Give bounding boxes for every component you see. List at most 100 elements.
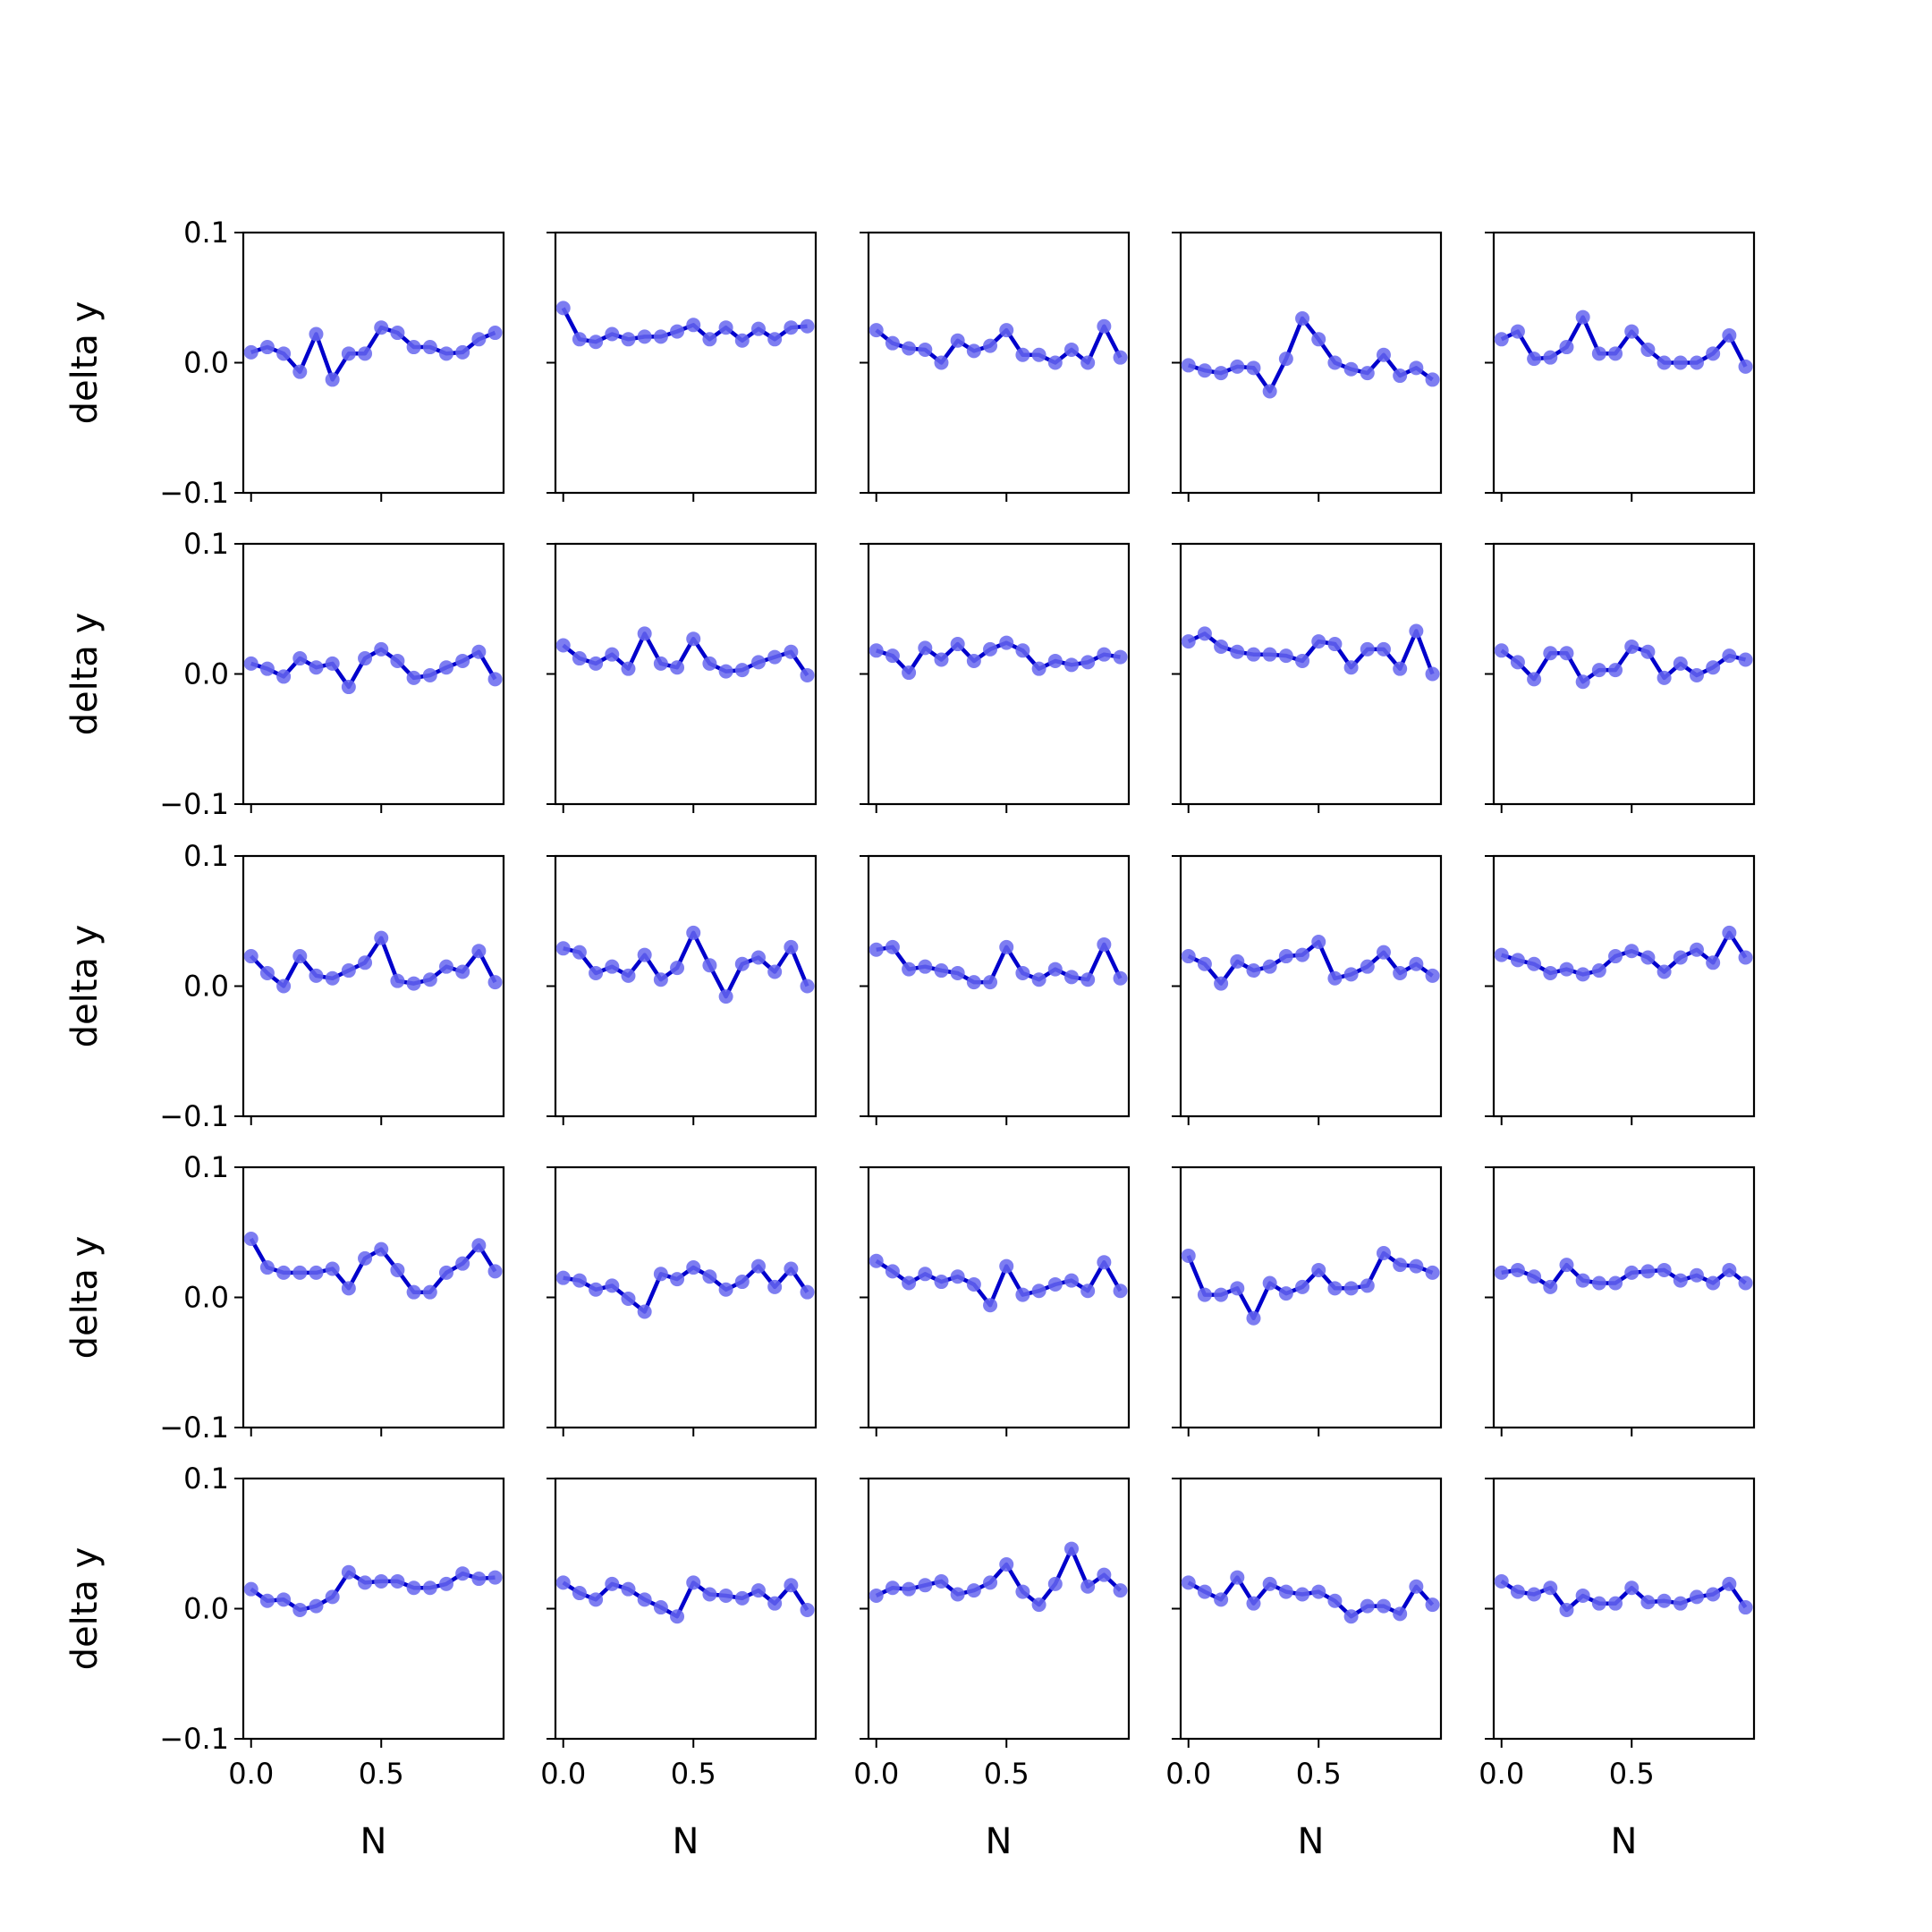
data-point xyxy=(1262,959,1277,974)
data-point xyxy=(1230,359,1245,374)
data-point xyxy=(341,346,356,361)
data-point xyxy=(455,653,470,668)
data-point xyxy=(589,656,604,671)
data-point xyxy=(686,1260,701,1275)
data-point xyxy=(455,1256,470,1271)
data-point xyxy=(1575,1273,1590,1288)
data-point xyxy=(259,1593,275,1608)
data-point xyxy=(718,1282,733,1297)
data-point xyxy=(1181,1248,1196,1263)
data-point xyxy=(1113,970,1128,986)
y-tick-label: −0.1 xyxy=(159,787,229,821)
subplot-r4-c4 xyxy=(1172,1165,1443,1436)
x-tick-label: 0.0 xyxy=(1165,1757,1211,1791)
data-point xyxy=(1393,1606,1408,1622)
data-point xyxy=(1214,639,1229,654)
data-point xyxy=(1278,949,1293,964)
series-line xyxy=(876,640,1121,675)
series-line xyxy=(1501,1262,1747,1290)
x-tick-label: 0.0 xyxy=(853,1757,899,1791)
subplot-r2-c2 xyxy=(547,542,818,813)
y-tick-label: 0.1 xyxy=(183,527,229,561)
data-point xyxy=(784,320,799,335)
data-point xyxy=(1214,1287,1229,1302)
data-point xyxy=(734,663,750,678)
y-tick-label: 0.1 xyxy=(183,839,229,873)
data-point xyxy=(309,968,324,983)
data-point xyxy=(750,1583,766,1598)
y-tick-label: 0.1 xyxy=(183,216,229,250)
data-point xyxy=(621,968,636,983)
series-line xyxy=(250,325,496,382)
data-point xyxy=(1689,942,1704,957)
data-point xyxy=(918,342,933,357)
series-line xyxy=(1500,315,1748,368)
data-point xyxy=(1214,1592,1229,1607)
data-point xyxy=(1689,1589,1704,1605)
data-point xyxy=(325,1261,340,1276)
data-point xyxy=(1543,646,1558,661)
data-point xyxy=(966,343,981,359)
data-point xyxy=(1624,639,1640,654)
data-point xyxy=(406,1580,421,1596)
data-point xyxy=(390,1262,405,1277)
x-tick-label: 0.5 xyxy=(1609,1757,1655,1791)
x-tick-label: 0.5 xyxy=(359,1757,404,1791)
data-point xyxy=(902,665,917,681)
data-point xyxy=(1230,644,1245,659)
series-line xyxy=(876,942,1123,985)
data-point xyxy=(1376,1598,1391,1614)
data-point xyxy=(902,1581,917,1597)
data-point xyxy=(702,656,717,671)
data-point xyxy=(309,1265,324,1280)
data-point xyxy=(471,1238,487,1253)
data-point xyxy=(1608,949,1623,964)
data-point xyxy=(374,1241,389,1257)
data-point xyxy=(1559,646,1574,661)
x-axis-label: N xyxy=(673,1821,699,1862)
data-point xyxy=(1575,674,1590,690)
data-point xyxy=(555,638,571,653)
data-point xyxy=(276,1265,292,1280)
data-point xyxy=(276,669,292,684)
data-point xyxy=(1527,956,1542,971)
series-line xyxy=(1187,939,1434,986)
data-point xyxy=(1640,1264,1656,1279)
data-point xyxy=(767,649,783,665)
data-point xyxy=(1657,1262,1672,1277)
data-point xyxy=(999,1258,1014,1274)
data-point xyxy=(1097,318,1112,334)
data-point xyxy=(1327,637,1343,652)
data-point xyxy=(471,944,487,959)
data-point xyxy=(1393,965,1408,980)
data-point xyxy=(1197,1287,1212,1302)
data-point xyxy=(966,975,981,990)
series-line xyxy=(1500,644,1747,684)
data-point xyxy=(259,661,275,676)
data-point xyxy=(653,972,668,987)
data-point xyxy=(1097,1567,1112,1582)
data-point xyxy=(1624,324,1640,339)
data-point xyxy=(1425,1597,1440,1613)
data-point xyxy=(621,332,636,347)
data-point xyxy=(309,660,324,675)
subplot-r5-c5: 0.0 0.5 N xyxy=(1479,1477,1756,1862)
data-point xyxy=(1327,970,1343,986)
data-point xyxy=(1311,1262,1326,1277)
x-tick-label: 0.5 xyxy=(984,1757,1030,1791)
subplot-r3-c4 xyxy=(1172,854,1443,1125)
data-point xyxy=(438,959,453,974)
y-tick-label: 0.1 xyxy=(183,1462,229,1496)
data-point xyxy=(750,950,766,965)
data-point xyxy=(1376,1246,1391,1261)
data-point xyxy=(670,1609,685,1624)
data-point xyxy=(621,1581,636,1597)
data-point xyxy=(555,301,571,316)
data-point xyxy=(653,1600,668,1615)
data-point xyxy=(1113,1583,1128,1598)
data-point xyxy=(800,1602,815,1617)
data-point xyxy=(1409,1579,1424,1594)
y-tick-label: −0.1 xyxy=(159,1722,229,1756)
series-line xyxy=(1501,930,1748,977)
